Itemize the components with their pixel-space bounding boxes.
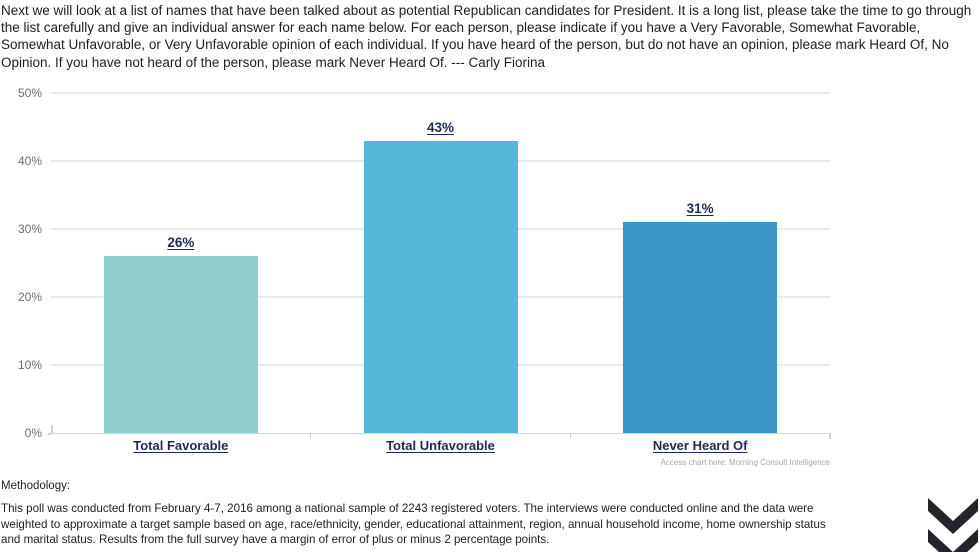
x-axis-tick [569, 433, 572, 439]
x-axis-tick [309, 433, 312, 439]
survey-question-title: Next we will look at a list of names tha… [1, 3, 972, 70]
y-tick-label-0: 0% [24, 426, 42, 440]
methodology-section: Methodology: This poll was conducted fro… [1, 480, 841, 548]
access-chart-link[interactable]: Access chart here: Morning Consult Intel… [660, 458, 830, 467]
y-tick-label-10: 10% [17, 358, 42, 372]
value-label-total-favorable[interactable]: 26% [167, 235, 195, 251]
bar-total-favorable[interactable] [103, 256, 258, 433]
methodology-text: This poll was conducted from February 4-… [1, 502, 826, 547]
y-tick-label-40: 40% [17, 154, 42, 168]
plot-area: 26% 43% 31% [48, 92, 831, 439]
bar-never-heard-of[interactable] [623, 222, 778, 433]
category-label-never-heard-of[interactable]: Never Heard Of [652, 438, 748, 453]
value-label-total-unfavorable[interactable]: 43% [426, 119, 455, 135]
methodology-heading: Methodology: [1, 480, 71, 492]
morning-consult-logo-icon[interactable] [928, 495, 978, 552]
x-axis-tick [829, 433, 831, 439]
axis-corner-tick [51, 425, 53, 433]
category-label-total-unfavorable[interactable]: Total Unfavorable [386, 438, 495, 453]
y-tick-label-20: 20% [17, 290, 42, 304]
bar-total-unfavorable[interactable] [363, 140, 518, 433]
y-tick-label-30: 30% [17, 222, 42, 236]
x-axis-labels: Total Favorable Total Unfavorable Never He… [51, 438, 830, 456]
y-tick-label-50: 50% [17, 86, 42, 100]
y-axis-labels: 0% 10% 20% 30% 40% 50% [0, 86, 42, 440]
gridline-50 [51, 92, 830, 94]
value-label-never-heard-of[interactable]: 31% [686, 201, 714, 217]
category-label-total-favorable[interactable]: Total Favorable [133, 438, 229, 453]
